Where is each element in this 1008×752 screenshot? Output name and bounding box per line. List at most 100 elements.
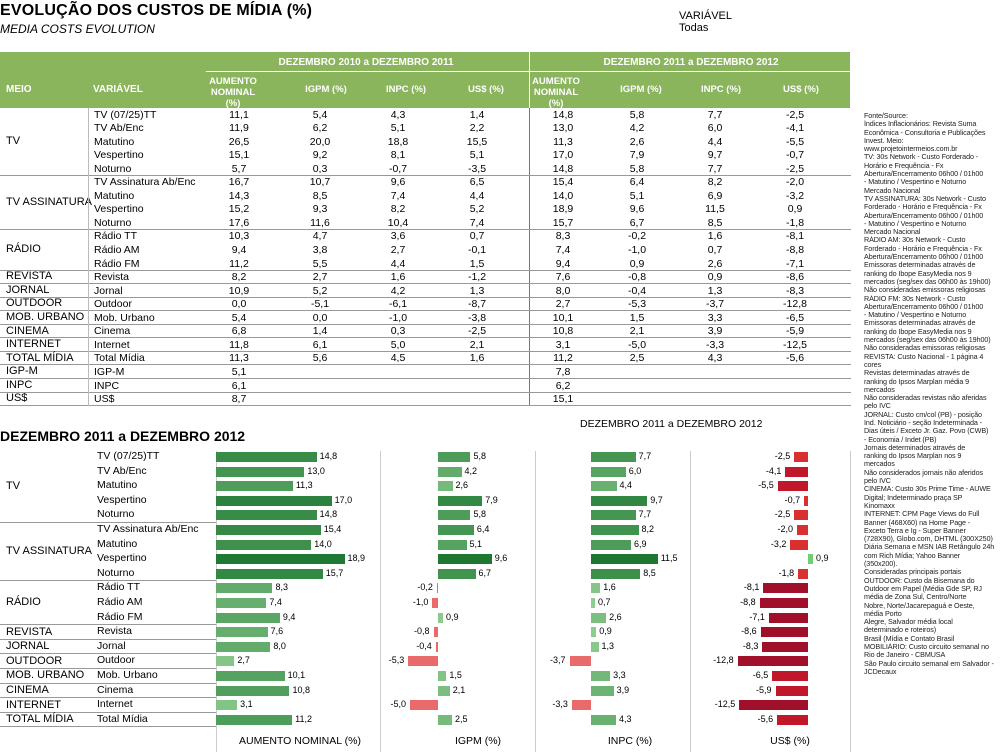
bar-inpc	[591, 510, 636, 521]
bar-value-label: 17,0	[334, 494, 353, 505]
value-cell: 0,9	[707, 271, 723, 284]
page-subtitle: MEDIA COSTS EVOLUTION	[0, 22, 155, 36]
bar-igpm	[436, 583, 438, 594]
value-cell: 18,9	[552, 203, 574, 216]
bar-value-label: -1,8	[778, 567, 795, 578]
chart-category-label: Noturno	[97, 566, 135, 579]
chart-category-label: Matutino	[97, 479, 138, 492]
bar-value-label: 11,5	[660, 553, 678, 564]
source-line: www.projetointermeios.com.br	[864, 145, 958, 154]
bar-nominal	[216, 510, 317, 521]
value-cell: 15,1	[552, 393, 574, 406]
value-cell: 5,4	[312, 108, 328, 121]
bar-nominal	[216, 671, 285, 681]
chart-group-label: INTERNET	[6, 698, 61, 711]
value-cell: 5,0	[390, 338, 406, 351]
bar-inpc	[591, 481, 617, 492]
source-line: Abertura/Encerramento 06h00 / 01h00	[864, 211, 984, 220]
value-cell: 9,4	[231, 244, 247, 256]
source-line: OUTDOOR: Custo da Bisemana do	[864, 576, 975, 585]
bar-inpc	[591, 627, 597, 638]
value-cell: 1,4	[312, 325, 328, 338]
bar-value-label: 7,6	[270, 626, 284, 637]
source-line: Emissoras determinadas através de	[864, 261, 976, 270]
filter-dropdown[interactable]: Todas	[679, 22, 709, 34]
value-cell: 11,8	[229, 338, 249, 351]
bar-value-label: -0,2	[417, 582, 433, 593]
bar-inpc	[591, 539, 632, 550]
value-cell: -0,2	[627, 230, 647, 243]
source-line: ranking do Ibope EasyMedia nos 9	[864, 269, 972, 278]
metric-header-p1: IGPM (%)	[305, 84, 347, 95]
value-cell: 4,2	[390, 284, 406, 297]
metric-header-p2: US$ (%)	[783, 84, 819, 95]
source-line: Banner (468X60) na Home Page -	[864, 518, 971, 527]
bar-value-label: 1,3	[601, 640, 615, 651]
value-cell: -3,7	[705, 298, 725, 311]
chart-group-divider	[0, 682, 216, 684]
chart-group-divider	[0, 697, 216, 699]
bar-value-label: 4,3	[618, 713, 632, 724]
bar-value-label: -0,8	[414, 626, 430, 637]
variavel-cell: Rádio FM	[94, 257, 140, 270]
source-line: (728X90), Globo.com, DHTML (300X250)	[864, 535, 993, 544]
value-cell: 0,3	[312, 162, 328, 175]
bar-value-label: 3,9	[616, 684, 630, 695]
value-cell: 8,1	[390, 149, 406, 162]
chart-category-label: Revista	[97, 625, 133, 638]
chart-frame	[535, 451, 536, 752]
value-cell: 14,0	[552, 189, 574, 202]
source-line: cores	[864, 360, 882, 369]
meio-cell: TV ASSINATURA	[6, 195, 92, 208]
value-cell: 10,1	[552, 311, 574, 324]
bar-nominal	[216, 568, 323, 579]
value-cell: 8,2	[707, 176, 723, 189]
bar-value-label: -5,9	[756, 684, 772, 695]
bar-value-label: -3,2	[770, 538, 787, 549]
chart-group-label: OUTDOOR	[6, 654, 63, 667]
bar-inpc	[591, 671, 611, 681]
value-cell: 7,6	[555, 271, 571, 284]
variavel-cell: INPC	[94, 379, 120, 392]
value-cell: 6,2	[555, 379, 571, 392]
bar-value-label: -12,5	[714, 699, 736, 710]
chart-axis-label: IGPM (%)	[454, 735, 502, 747]
value-cell: 5,8	[629, 162, 645, 175]
value-cell: 3,3	[707, 311, 723, 324]
chart-group-divider	[0, 726, 216, 728]
value-cell: 5,1	[231, 365, 247, 378]
value-cell: 0,3	[390, 325, 406, 338]
source-line: Econômica - Consultoria e Publicações	[864, 128, 986, 137]
bar-usd	[759, 598, 808, 608]
chart-group-divider	[0, 668, 216, 669]
variavel-cell: US$	[94, 393, 115, 406]
value-cell: 8,5	[707, 216, 723, 229]
bar-value-label: 6,9	[634, 538, 647, 549]
variavel-cell: Rádio TT	[94, 230, 137, 243]
value-cell: 15,5	[466, 135, 488, 148]
bar-value-label: 9,7	[650, 494, 663, 505]
bar-usd	[763, 583, 808, 594]
chart-category-label: Mob. Urbano	[97, 669, 158, 681]
bar-nominal	[216, 495, 332, 506]
value-cell: 1,5	[629, 311, 645, 324]
chart-frame	[380, 451, 381, 752]
bar-usd	[768, 612, 808, 623]
value-cell: 14,8	[552, 108, 574, 121]
bar-igpm	[438, 554, 492, 565]
chart-frame	[690, 451, 691, 752]
bar-nominal	[216, 598, 267, 608]
group-divider	[0, 310, 851, 312]
value-cell: 4,2	[629, 122, 645, 135]
source-line: Diária Semana e MSN IAB Retângulo 24h	[864, 543, 995, 552]
bar-value-label: 6,4	[476, 524, 490, 534]
source-line: TV ASSINATURA: 30s Network - Custo	[864, 194, 986, 203]
bar-value-label: -5,0	[390, 699, 406, 710]
source-line: pelo IVC	[864, 402, 891, 411]
value-cell: 7,4	[469, 216, 485, 229]
period2-header: DEZEMBRO 2011 a DEZEMBRO 2012	[603, 57, 779, 68]
bar-nominal	[216, 627, 268, 638]
bar-value-label: -0,4	[416, 640, 432, 651]
section-period: DEZEMBRO 2011 a DEZEMBRO 2012	[580, 418, 763, 430]
source-line: Mercado Nacional	[864, 186, 921, 195]
